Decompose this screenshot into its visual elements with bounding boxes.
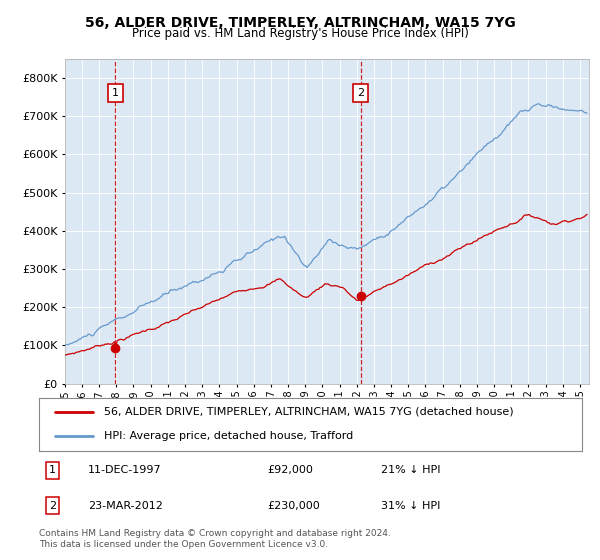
Text: 56, ALDER DRIVE, TIMPERLEY, ALTRINCHAM, WA15 7YG (detached house): 56, ALDER DRIVE, TIMPERLEY, ALTRINCHAM, …: [104, 407, 514, 417]
Text: 11-DEC-1997: 11-DEC-1997: [88, 465, 161, 475]
Text: HPI: Average price, detached house, Trafford: HPI: Average price, detached house, Traf…: [104, 431, 353, 441]
Text: 21% ↓ HPI: 21% ↓ HPI: [381, 465, 440, 475]
Text: £230,000: £230,000: [267, 501, 320, 511]
Text: 2: 2: [357, 88, 364, 98]
Text: 23-MAR-2012: 23-MAR-2012: [88, 501, 163, 511]
Text: £92,000: £92,000: [267, 465, 313, 475]
Text: 1: 1: [112, 88, 119, 98]
Text: 31% ↓ HPI: 31% ↓ HPI: [381, 501, 440, 511]
Text: 56, ALDER DRIVE, TIMPERLEY, ALTRINCHAM, WA15 7YG: 56, ALDER DRIVE, TIMPERLEY, ALTRINCHAM, …: [85, 16, 515, 30]
Text: 2: 2: [49, 501, 56, 511]
Text: Contains HM Land Registry data © Crown copyright and database right 2024.
This d: Contains HM Land Registry data © Crown c…: [39, 529, 391, 549]
Text: 1: 1: [49, 465, 56, 475]
Text: Price paid vs. HM Land Registry's House Price Index (HPI): Price paid vs. HM Land Registry's House …: [131, 27, 469, 40]
